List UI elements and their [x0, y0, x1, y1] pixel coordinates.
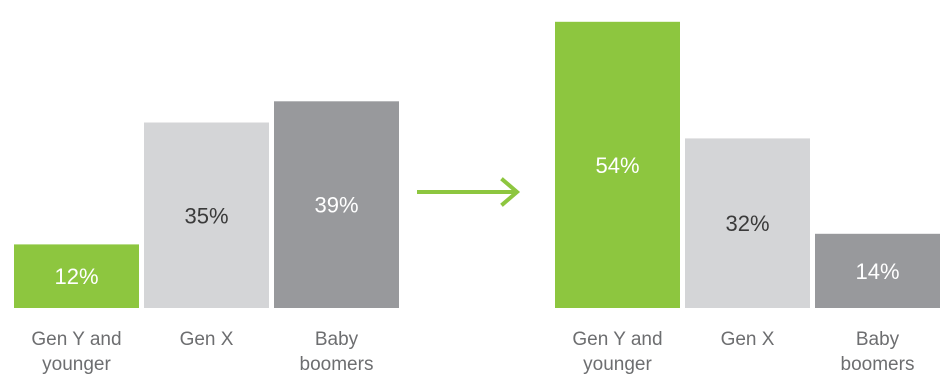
right-arrow-icon	[417, 177, 521, 207]
chart-panel-before: 12% Gen Y and younger 35% Gen X 39% Baby boomer…	[14, 101, 399, 375]
category-label-gen-y-and-younger: Gen Y and younger	[31, 329, 121, 375]
value-label-baby-boomers: 14%	[855, 259, 899, 284]
category-label-baby-boomers: Baby boomers	[300, 329, 374, 375]
category-label-baby-boomers: Baby boomers	[841, 329, 915, 375]
category-label-gen-x: Gen X	[721, 329, 775, 350]
bar-baby-boomers	[815, 233, 940, 308]
value-label-baby-boomers: 39%	[314, 193, 358, 218]
bar-gen-x	[144, 122, 269, 308]
bar-gen-x	[685, 138, 810, 308]
value-label-gen-x: 32%	[725, 211, 769, 236]
value-label-gen-y-and-younger: 54%	[595, 153, 639, 178]
category-label-gen-y-and-younger: Gen Y and younger	[572, 329, 662, 375]
bar-gen-y-and-younger	[14, 244, 139, 308]
value-label-gen-x: 35%	[184, 203, 228, 228]
bar-gen-y-and-younger	[555, 21, 680, 309]
arrow-head	[500, 177, 521, 207]
bar-baby-boomers	[274, 101, 399, 308]
category-label-gen-x: Gen X	[180, 329, 234, 350]
chart-panel-after: 54% Gen Y and younger 32% Gen X 14% Baby boomer…	[555, 21, 940, 375]
value-label-gen-y-and-younger: 12%	[54, 264, 98, 289]
